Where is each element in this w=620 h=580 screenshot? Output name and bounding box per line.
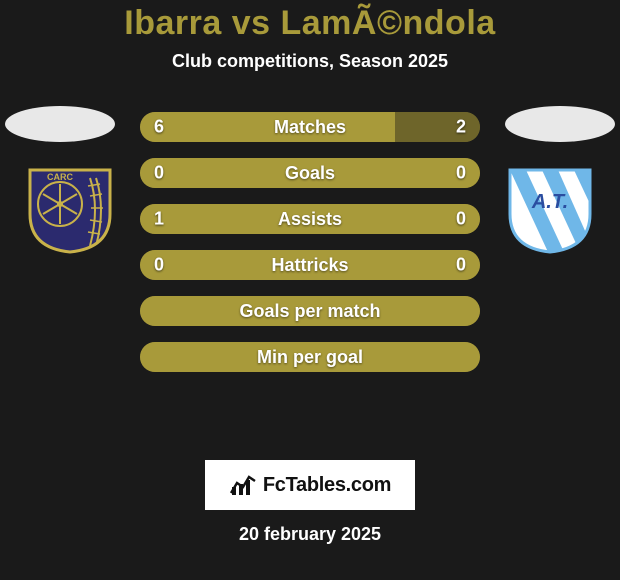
- brand-box: FcTables.com: [205, 460, 415, 510]
- bar-value-left: 0: [154, 255, 164, 276]
- comparison-card: Ibarra vs LamÃ©ndola Club competitions, …: [0, 0, 620, 580]
- bar-fill-left: [140, 112, 395, 142]
- bar-row: 1 0 Assists: [140, 204, 480, 234]
- right-crest-text: A.T.: [531, 191, 568, 213]
- bar-row: 0 0 Hattricks: [140, 250, 480, 280]
- bar-label: Hattricks: [271, 255, 348, 276]
- right-ellipse: [505, 106, 615, 142]
- bar-row: Goals per match: [140, 296, 480, 326]
- brand-text: FcTables.com: [263, 474, 391, 497]
- brand-chart-icon: [229, 473, 257, 497]
- bar-value-left: 6: [154, 117, 164, 138]
- right-team-crest: A.T.: [500, 164, 600, 254]
- left-ellipse: [5, 106, 115, 142]
- bar-label: Goals per match: [239, 301, 380, 322]
- bar-label: Min per goal: [257, 347, 363, 368]
- bar-row: 0 0 Goals: [140, 158, 480, 188]
- bar-value-right: 0: [456, 255, 466, 276]
- bar-label: Goals: [285, 163, 335, 184]
- subtitle: Club competitions, Season 2025: [0, 51, 620, 72]
- bar-label: Matches: [274, 117, 346, 138]
- left-crest-text: CARC: [47, 172, 73, 182]
- bar-value-left: 1: [154, 209, 164, 230]
- comparison-bars: 6 2 Matches 0 0 Goals 1 0 Assists 0 0 Hattricks Goal…: [140, 112, 480, 388]
- bar-row: Min per goal: [140, 342, 480, 372]
- date-text: 20 february 2025: [0, 524, 620, 545]
- bar-value-right: 2: [456, 117, 466, 138]
- content-area: CARC: [0, 106, 620, 456]
- bar-label: Assists: [278, 209, 342, 230]
- page-title: Ibarra vs LamÃ©ndola: [0, 4, 620, 43]
- bar-fill-right: [395, 112, 480, 142]
- left-team-crest: CARC: [20, 164, 120, 254]
- bar-value-right: 0: [456, 163, 466, 184]
- bar-value-right: 0: [456, 209, 466, 230]
- bar-value-left: 0: [154, 163, 164, 184]
- bar-row: 6 2 Matches: [140, 112, 480, 142]
